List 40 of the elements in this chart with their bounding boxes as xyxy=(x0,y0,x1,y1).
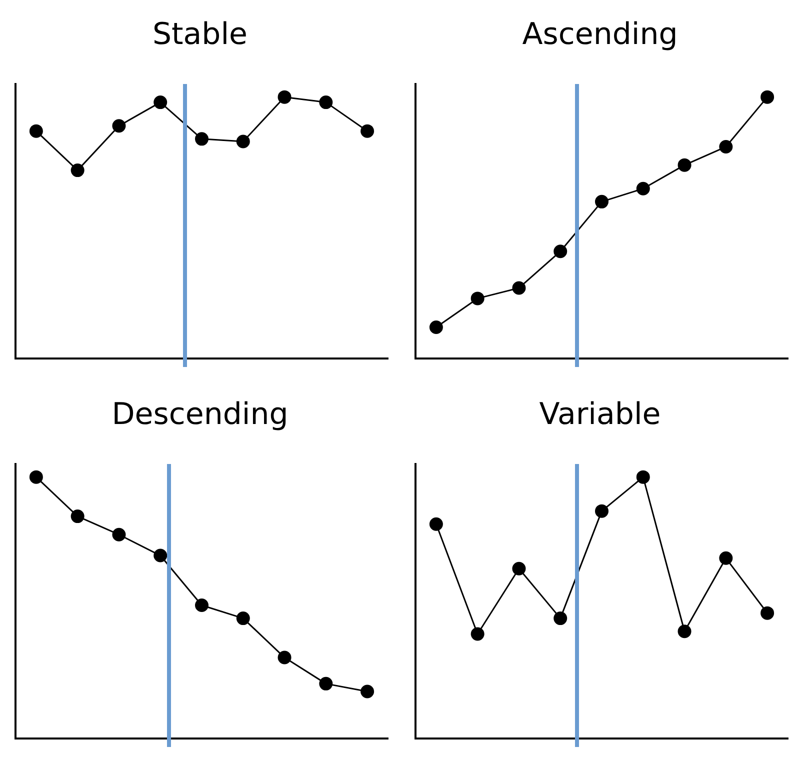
point xyxy=(595,504,608,518)
point xyxy=(512,562,526,576)
chart-title: Variable xyxy=(539,396,661,432)
point xyxy=(429,320,443,334)
point xyxy=(678,158,692,172)
chart-title: Ascending xyxy=(522,16,678,52)
point xyxy=(360,124,374,138)
point xyxy=(554,244,568,258)
point xyxy=(319,676,333,690)
point xyxy=(70,164,84,178)
point xyxy=(636,182,650,196)
point xyxy=(719,551,733,565)
point xyxy=(195,598,208,612)
point xyxy=(360,684,374,698)
point xyxy=(112,528,126,542)
point xyxy=(154,548,168,562)
point xyxy=(512,281,526,295)
chart-title: Stable xyxy=(152,16,248,52)
point xyxy=(154,96,168,110)
point xyxy=(470,627,484,641)
chart-title: Descending xyxy=(112,396,288,432)
point xyxy=(278,650,292,664)
point xyxy=(112,119,126,133)
point xyxy=(195,132,208,146)
point xyxy=(236,134,250,148)
point xyxy=(554,612,568,626)
point xyxy=(29,470,43,484)
point xyxy=(236,612,250,626)
point xyxy=(429,517,443,531)
point xyxy=(760,90,774,104)
point xyxy=(470,292,484,306)
point xyxy=(278,90,292,104)
point xyxy=(678,624,692,638)
point xyxy=(636,470,650,484)
point xyxy=(719,140,733,154)
point xyxy=(29,124,43,138)
point xyxy=(319,96,333,110)
point xyxy=(760,606,774,620)
point xyxy=(70,510,84,524)
point xyxy=(595,194,608,208)
